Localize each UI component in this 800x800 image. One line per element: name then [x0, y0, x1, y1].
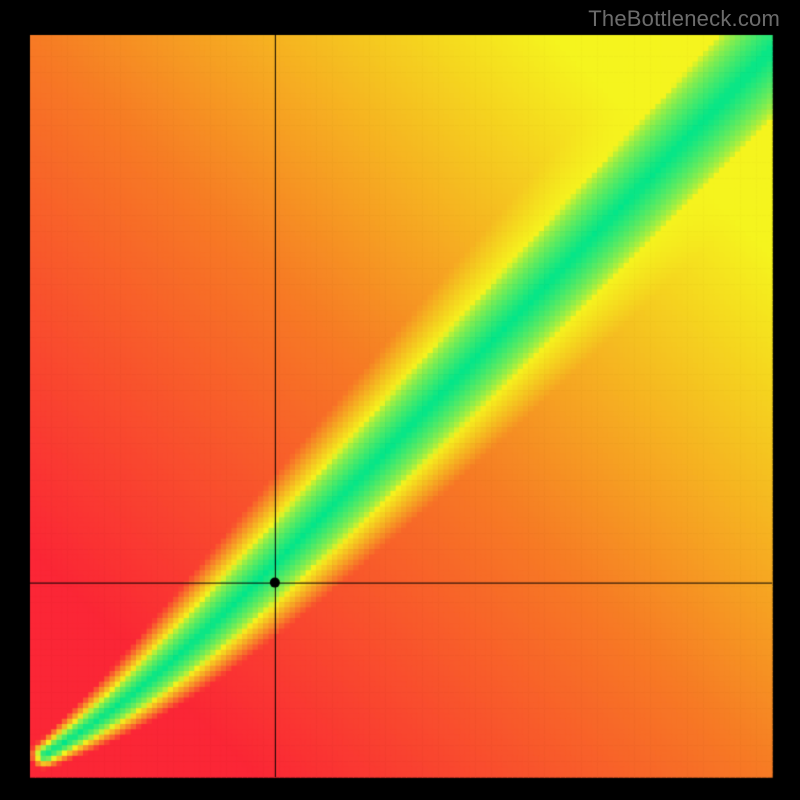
chart-container: TheBottleneck.com	[0, 0, 800, 800]
bottleneck-heatmap	[0, 0, 800, 800]
watermark-text: TheBottleneck.com	[588, 6, 780, 32]
